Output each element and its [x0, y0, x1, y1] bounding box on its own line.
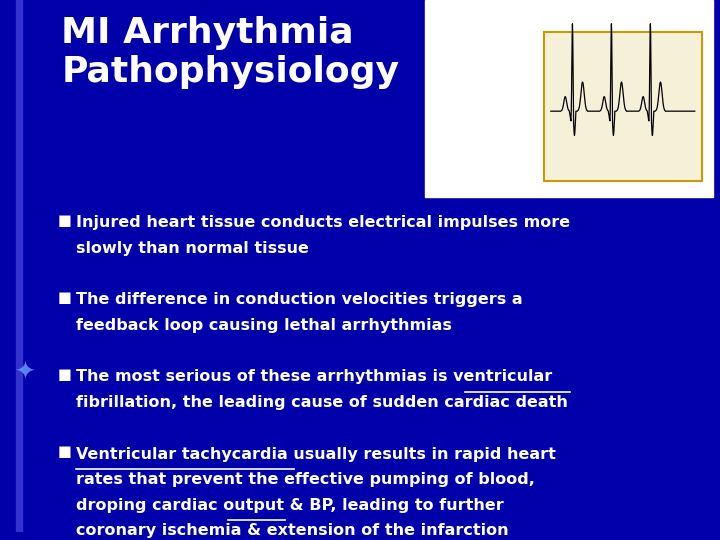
Text: fibrillation, the leading cause of sudden cardiac death: fibrillation, the leading cause of sudde…: [76, 395, 567, 410]
Text: feedback loop causing lethal arrhythmias: feedback loop causing lethal arrhythmias: [76, 318, 451, 333]
Text: ✦: ✦: [14, 360, 36, 384]
Text: rates that prevent the effective pumping of blood,: rates that prevent the effective pumping…: [76, 472, 534, 487]
Text: coronary ischemia & extension of the infarction: coronary ischemia & extension of the inf…: [76, 523, 508, 538]
Text: ■: ■: [58, 444, 71, 459]
Text: droping cardiac output & BP, leading to further: droping cardiac output & BP, leading to …: [76, 498, 503, 512]
Bar: [544, 32, 702, 181]
Text: ■: ■: [58, 367, 71, 382]
Bar: [16, 0, 22, 532]
Text: MI Arrhythmia
Pathophysiology: MI Arrhythmia Pathophysiology: [61, 16, 399, 89]
Text: The most serious of these arrhythmias is ventricular: The most serious of these arrhythmias is…: [76, 369, 552, 384]
Text: ■: ■: [58, 290, 71, 305]
Text: Injured heart tissue conducts electrical impulses more: Injured heart tissue conducts electrical…: [76, 215, 570, 231]
Text: slowly than normal tissue: slowly than normal tissue: [76, 241, 308, 256]
Bar: [425, 0, 713, 197]
Text: ■: ■: [58, 213, 71, 228]
Text: Ventricular tachycardia usually results in rapid heart: Ventricular tachycardia usually results …: [76, 447, 555, 462]
Text: The difference in conduction velocities triggers a: The difference in conduction velocities …: [76, 292, 522, 307]
